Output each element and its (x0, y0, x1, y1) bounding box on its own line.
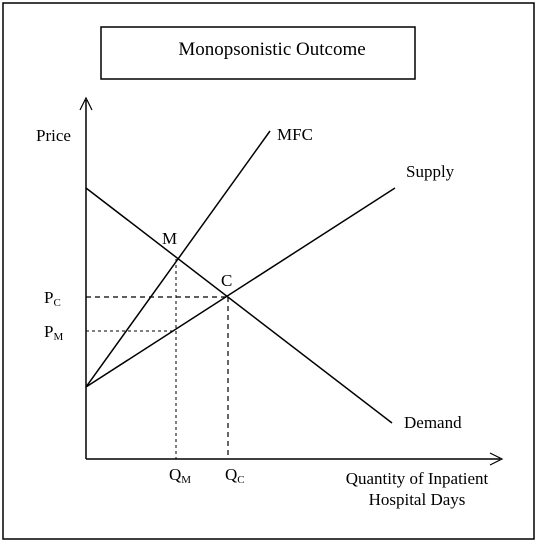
y-axis-arrow (79, 96, 93, 111)
pm-label: PM (44, 322, 63, 343)
pc-label: PC (44, 288, 61, 309)
x-axis-label-line1: Quantity of Inpatient (346, 469, 489, 488)
title-box (100, 26, 416, 80)
diagram-title: Monopsonistic Outcome (178, 39, 365, 60)
supply-label: Supply (406, 162, 455, 181)
point-m-label: M (162, 229, 177, 248)
demand-label: Demand (404, 413, 462, 432)
x-axis-arrow (489, 452, 504, 466)
supply-curve (85, 187, 396, 388)
demand-curve (85, 187, 393, 424)
mfc-label: MFC (277, 125, 313, 144)
qm-label: QM (169, 465, 191, 486)
qc-label: QC (225, 465, 245, 486)
x-axis-label-line2: Hospital Days (369, 490, 466, 509)
point-c-label: C (221, 271, 232, 290)
y-axis-label: Price (36, 126, 71, 145)
